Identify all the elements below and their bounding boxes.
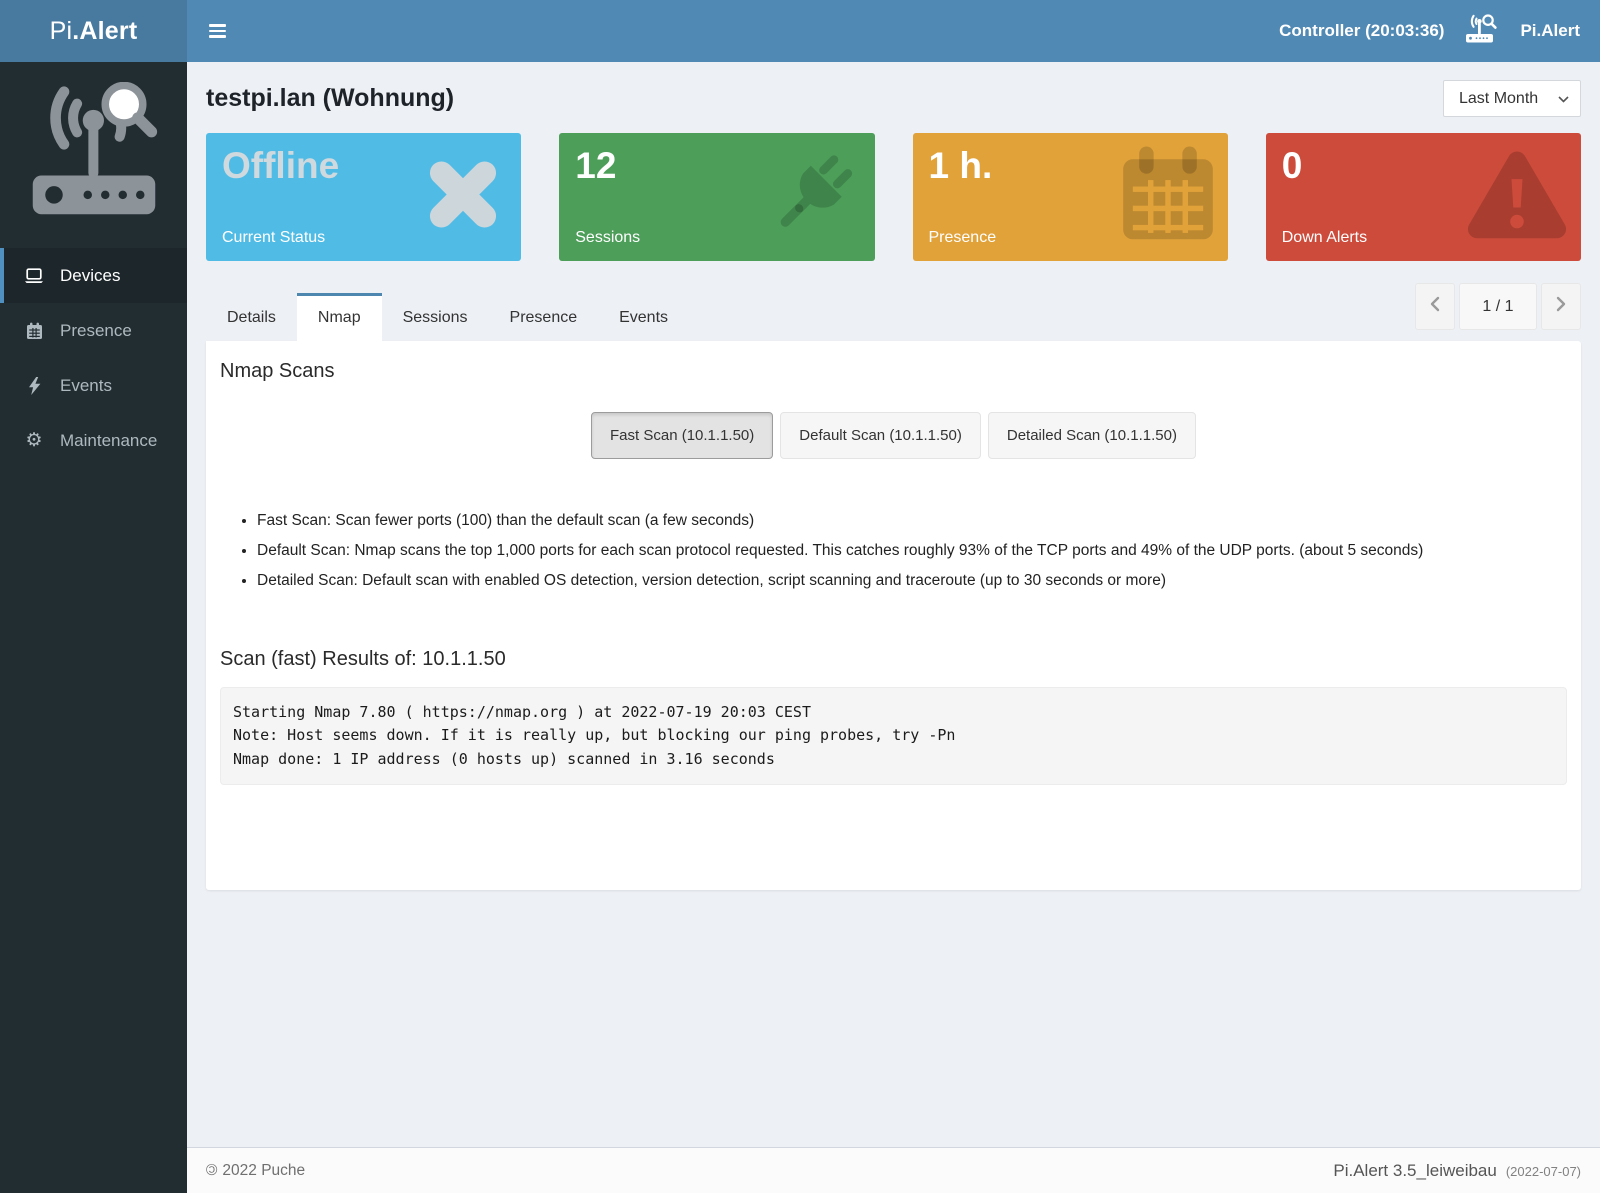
- card-current-status: Offline Current Status: [206, 133, 522, 261]
- main-area: testpi.lan (Wohnung) Last Month Offline …: [187, 62, 1600, 1193]
- default-scan-button[interactable]: Default Scan (10.1.1.50): [780, 412, 981, 459]
- next-page-button[interactable]: [1541, 283, 1581, 330]
- gear-icon: ⚙: [25, 430, 43, 451]
- brand-logo[interactable]: Pi .Alert: [0, 0, 187, 62]
- menu-icon: [209, 24, 226, 27]
- tab-sessions[interactable]: Sessions: [402, 309, 468, 326]
- navbar-body: Controller (20:03:36) Pi.Alert: [187, 0, 1600, 62]
- card-value: 12: [575, 145, 617, 186]
- scan-output: Starting Nmap 7.80 ( https://nmap.org ) …: [220, 686, 1567, 785]
- scan-notes: Fast Scan: Scan fewer ports (100) than t…: [257, 511, 1567, 592]
- page-title: testpi.lan (Wohnung): [206, 84, 455, 112]
- card-value: 1 h.: [928, 145, 993, 186]
- laptop-icon: [22, 267, 46, 284]
- card-sessions: 12 Sessions: [559, 133, 875, 261]
- tab-events[interactable]: Events: [619, 309, 669, 326]
- calendar-icon: [22, 322, 46, 340]
- copyleft-icon: ©: [206, 1161, 218, 1179]
- sidebar-item-label: Events: [60, 375, 112, 395]
- chevron-right-icon: [1556, 296, 1566, 317]
- navbar-right: Controller (20:03:36) Pi.Alert: [1279, 13, 1580, 49]
- sidebar-item-presence[interactable]: Presence: [0, 303, 187, 358]
- scan-output-line: Starting Nmap 7.80 ( https://nmap.org ) …: [233, 702, 811, 721]
- bolt-icon: [22, 376, 46, 395]
- tab-details[interactable]: Details: [227, 309, 276, 326]
- footer-left-text: 2022 Puche: [222, 1161, 306, 1179]
- chevron-left-icon: [1430, 296, 1440, 317]
- scan-output-line: Nmap done: 1 IP address (0 hosts up) sca…: [233, 749, 775, 768]
- card-presence: 1 h. Presence: [912, 133, 1228, 261]
- sidebar: Devices: [0, 62, 187, 1193]
- brand-suffix: .Alert: [72, 16, 138, 45]
- sidebar-item-label: Maintenance: [60, 430, 158, 450]
- tab-bar: Details Nmap Sessions Presence Events 1 …: [206, 283, 1581, 341]
- plug-icon: [763, 145, 863, 250]
- app-version: Pi.Alert 3.5_leiweibau: [1333, 1160, 1497, 1180]
- sidebar-item-maintenance[interactable]: ⚙ Maintenance: [0, 413, 187, 468]
- nmap-section-title: Nmap Scans: [220, 360, 335, 382]
- card-label: Presence: [928, 229, 997, 246]
- note-fast-scan: Fast Scan: Scan fewer ports (100) than t…: [257, 511, 1567, 532]
- note-default-scan: Default Scan: Nmap scans the top 1,000 p…: [257, 541, 1567, 562]
- footer-version: Pi.Alert 3.5_leiweibau (2022-07-07): [1333, 1161, 1581, 1181]
- page-indicator[interactable]: 1 / 1: [1459, 283, 1537, 330]
- fast-scan-button[interactable]: Fast Scan (10.1.1.50): [591, 412, 774, 459]
- detailed-scan-button[interactable]: Detailed Scan (10.1.1.50): [987, 412, 1196, 459]
- pialert-logo: [0, 62, 187, 248]
- sidebar-toggle-button[interactable]: [207, 11, 247, 51]
- x-icon: [417, 149, 509, 246]
- scan-results-title: Scan (fast) Results of: 10.1.1.50: [220, 647, 506, 670]
- card-value: Offline: [222, 145, 340, 186]
- note-detailed-scan: Detailed Scan: Default scan with enabled…: [257, 571, 1567, 592]
- router-scan-icon: [1464, 13, 1500, 49]
- sidebar-item-label: Presence: [60, 320, 132, 340]
- pagination: 1 / 1: [1415, 283, 1581, 330]
- sidebar-item-label: Devices: [60, 265, 121, 285]
- top-navbar: Pi .Alert Controller (20:03:36): [0, 0, 1600, 62]
- app-name-link[interactable]: Pi.Alert: [1520, 21, 1580, 40]
- sidebar-item-devices[interactable]: Devices: [0, 248, 187, 303]
- card-label: Sessions: [575, 229, 641, 246]
- version-date: (2022-07-07): [1505, 1163, 1581, 1179]
- footer: © 2022 Puche Pi.Alert 3.5_leiweibau (202…: [187, 1147, 1600, 1193]
- card-value: 0: [1281, 145, 1303, 186]
- card-down-alerts: 0 Down Alerts: [1265, 133, 1581, 261]
- prev-page-button[interactable]: [1415, 283, 1455, 330]
- chevron-down-icon: [1558, 90, 1569, 108]
- tab-presence[interactable]: Presence: [509, 309, 578, 326]
- scan-output-line: Note: Host seems down. If it is really u…: [233, 726, 956, 745]
- nmap-panel: Nmap Scans Fast Scan (10.1.1.50) Default…: [206, 341, 1581, 890]
- card-label: Current Status: [222, 229, 326, 246]
- period-select-value: Last Month: [1459, 89, 1539, 107]
- sidebar-menu: Devices: [0, 248, 187, 468]
- scan-buttons: Fast Scan (10.1.1.50) Default Scan (10.1…: [220, 412, 1567, 459]
- calendar-icon: [1120, 145, 1216, 250]
- status-cards: Offline Current Status 12 Sessions: [206, 133, 1581, 261]
- footer-copyright: © 2022 Puche: [206, 1162, 305, 1180]
- period-select[interactable]: Last Month: [1443, 80, 1581, 117]
- card-label: Down Alerts: [1281, 229, 1368, 246]
- sidebar-item-events[interactable]: Events: [0, 358, 187, 413]
- warning-icon: [1465, 148, 1569, 247]
- tab-nmap[interactable]: Nmap: [296, 293, 382, 341]
- brand-prefix: Pi: [49, 16, 73, 45]
- controller-link[interactable]: Controller (20:03:36): [1279, 21, 1445, 40]
